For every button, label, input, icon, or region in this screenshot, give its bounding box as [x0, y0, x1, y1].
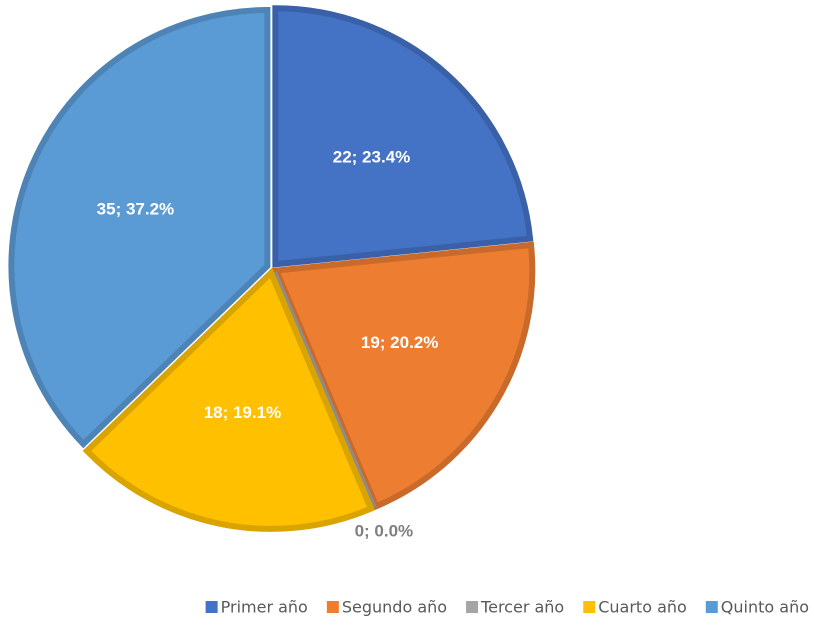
legend-swatch: [466, 601, 479, 613]
legend-label: Quinto año: [721, 598, 809, 617]
pie-slice: [8, 7, 271, 449]
pie-slice: [271, 241, 536, 511]
legend-label: Tercer año: [480, 598, 564, 617]
legend-label: Segundo año: [342, 598, 447, 617]
pie-slice: [272, 5, 534, 268]
legend-swatch: [583, 601, 596, 613]
data-label: 0; 0.0%: [355, 521, 414, 540]
data-label: 19; 20.2%: [361, 333, 439, 352]
legend-label: Primer año: [221, 598, 308, 617]
legend-swatch: [326, 601, 339, 613]
data-label: 22; 23.4%: [333, 147, 411, 166]
pie-slice: [82, 267, 375, 532]
legend-label: Cuarto año: [598, 598, 687, 617]
data-label: 18; 19.1%: [204, 403, 282, 422]
legend-swatch: [705, 601, 718, 613]
data-label: 35; 37.2%: [97, 200, 175, 219]
legend-swatch: [205, 601, 218, 613]
